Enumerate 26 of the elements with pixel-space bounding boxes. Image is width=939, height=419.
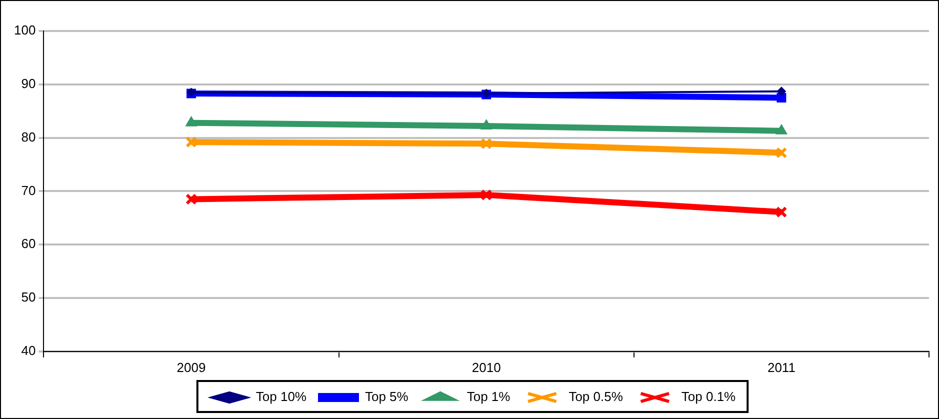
point	[776, 147, 788, 158]
point	[186, 193, 197, 205]
point	[480, 138, 492, 150]
y-tick-label: 40	[21, 342, 36, 358]
y-tick-label: 100	[14, 22, 36, 38]
point	[776, 86, 786, 96]
y-tick-label: 90	[21, 76, 36, 91]
y-tick-label: 70	[21, 182, 36, 198]
x-tick-label: 2009	[176, 360, 206, 375]
point	[776, 124, 788, 134]
y-tick-label: 60	[21, 236, 36, 252]
legend-label: Top 0.1%	[681, 389, 736, 404]
point	[186, 136, 197, 148]
legend-label: Top 0.5%	[568, 389, 624, 404]
x-tick-label: 2010	[472, 360, 501, 375]
x-tick-label: 2011	[767, 360, 796, 375]
legend-label: Top 1%	[466, 389, 511, 404]
legend-label: Top 10%	[256, 389, 307, 404]
y-tick-label: 50	[21, 290, 36, 305]
point	[776, 206, 788, 218]
point	[480, 120, 492, 130]
point	[186, 116, 197, 126]
y-tick-label: 80	[21, 129, 36, 144]
point	[480, 189, 492, 201]
point	[776, 93, 786, 102]
legend-label: Top 5%	[364, 389, 409, 404]
